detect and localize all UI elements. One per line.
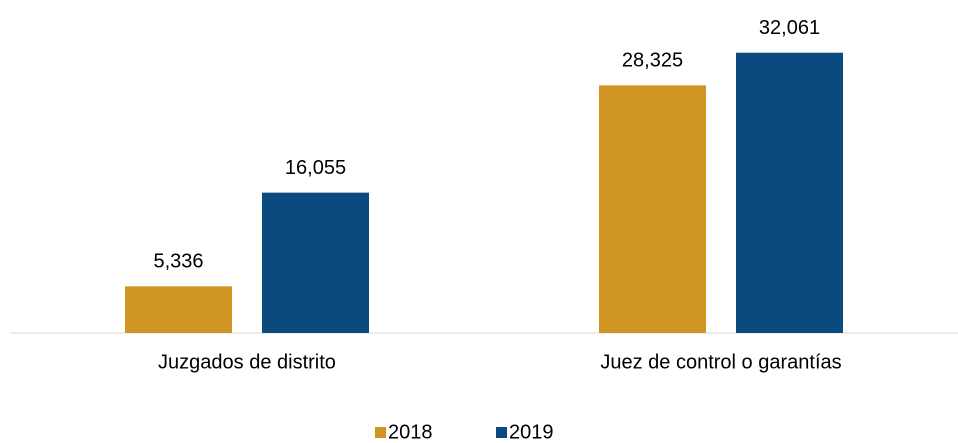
bar bbox=[262, 192, 369, 333]
bar bbox=[125, 286, 232, 333]
data-label: 16,055 bbox=[285, 157, 346, 179]
legend-swatch bbox=[375, 427, 386, 438]
x-tick-label: Juez de control o garantías bbox=[600, 351, 841, 373]
legend-label: 2018 bbox=[388, 421, 433, 443]
legend-label: 2019 bbox=[509, 421, 554, 443]
bar bbox=[736, 52, 843, 334]
data-label: 28,325 bbox=[622, 50, 683, 72]
bar bbox=[599, 85, 706, 333]
legend-swatch bbox=[496, 427, 507, 438]
x-tick-label: Juzgados de distrito bbox=[158, 351, 336, 373]
data-label: 5,336 bbox=[153, 251, 203, 273]
data-label: 32,061 bbox=[759, 17, 820, 39]
